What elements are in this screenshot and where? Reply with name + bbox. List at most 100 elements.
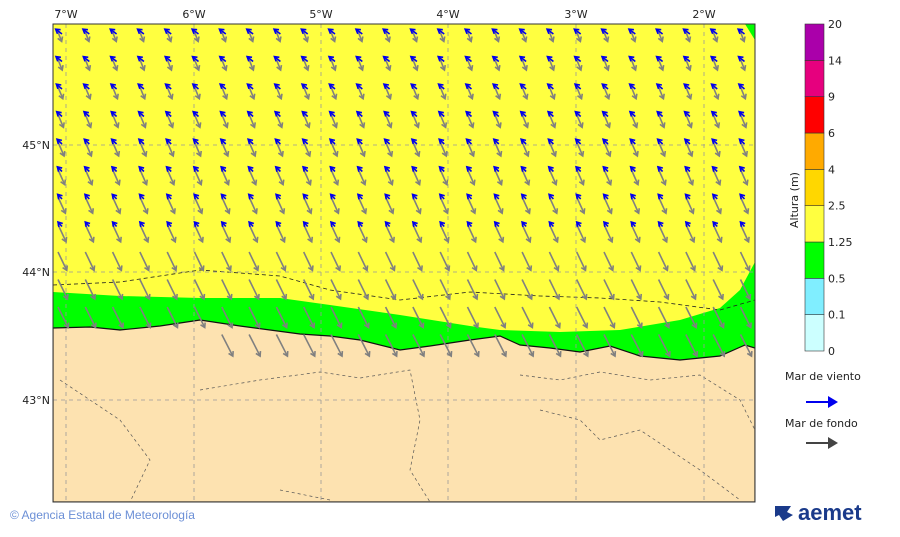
swell-arrow <box>466 279 479 301</box>
wind-arrow <box>219 138 227 145</box>
wind-arrow <box>411 165 418 173</box>
swell-arrow <box>139 86 147 101</box>
colorbar-title: Altura (m) <box>788 172 801 228</box>
colorbar-tick-label: 20 <box>828 18 842 31</box>
swell-arrow <box>111 279 124 301</box>
swell-arrow <box>84 86 92 101</box>
wind-arrow <box>219 110 227 118</box>
swell-arrow <box>439 196 449 215</box>
swell-arrow <box>275 31 282 43</box>
wind-arrow <box>83 138 90 145</box>
lat-tick-label: 44°N <box>22 266 50 279</box>
wind-arrow <box>739 193 746 200</box>
swell-arrow <box>685 59 692 72</box>
wind-arrow <box>382 83 391 90</box>
swell-arrow <box>630 334 644 358</box>
swell-arrow <box>248 334 262 358</box>
wind-arrow <box>411 193 418 200</box>
swell-arrow <box>57 279 69 301</box>
wind-arrow <box>574 165 582 173</box>
swell-arrow <box>221 141 230 158</box>
wind-arrow <box>247 193 254 200</box>
swell-arrow <box>630 306 643 329</box>
lon-tick-label: 4°W <box>436 8 459 21</box>
wind-arrow <box>245 28 254 35</box>
swell-arrow <box>357 279 370 301</box>
swell-arrow <box>466 169 476 187</box>
wind-arrow <box>275 193 282 200</box>
swell-arrow <box>193 169 203 187</box>
swell-arrow <box>357 86 365 101</box>
wind-arrow <box>165 138 172 145</box>
wind-arrow <box>246 138 254 145</box>
swell-arrow <box>657 251 669 272</box>
swell-arrow <box>657 31 664 43</box>
swell-arrow <box>357 196 368 215</box>
wind-arrow <box>710 83 718 90</box>
swell-arrow <box>111 306 125 329</box>
wind-arrow <box>138 165 145 173</box>
wind-arrow <box>163 28 172 35</box>
swell-arrow <box>412 169 422 187</box>
swell-arrow <box>111 59 119 72</box>
swell-arrow <box>466 334 480 358</box>
swell-arrow <box>330 279 342 301</box>
swell-arrow <box>57 31 64 43</box>
wind-arrow <box>493 193 500 200</box>
legend-swell-label: Mar de fondo <box>785 417 858 430</box>
swell-arrow <box>221 114 229 129</box>
wind-arrow <box>574 138 582 145</box>
swell-arrow <box>384 251 396 272</box>
swell-arrow <box>57 59 64 72</box>
wind-arrow <box>602 165 609 173</box>
swell-arrow <box>521 141 530 158</box>
swell-arrow <box>603 114 611 129</box>
wind-arrow <box>138 220 145 228</box>
wind-arrow <box>682 28 691 35</box>
wind-arrow <box>601 110 609 118</box>
swell-arrow <box>384 86 392 101</box>
wind-arrow <box>384 220 391 228</box>
swell-arrow <box>275 141 284 158</box>
swell-arrow <box>330 224 341 244</box>
wind-arrow <box>192 138 200 145</box>
wind-arrow <box>274 165 281 173</box>
swell-arrow <box>84 141 93 158</box>
swell-arrow <box>494 169 503 187</box>
swell-arrow <box>193 279 206 301</box>
swell-arrow <box>275 86 283 101</box>
swell-arrow <box>575 169 585 187</box>
wind-arrow <box>684 220 691 228</box>
swell-arrow <box>657 279 670 301</box>
swell-arrow <box>330 86 338 101</box>
swell-arrow <box>357 224 368 244</box>
swell-arrow <box>603 59 610 72</box>
swell-arrow <box>166 279 178 301</box>
swell-arrow <box>57 196 67 215</box>
wind-arrow <box>410 110 418 118</box>
swell-arrow <box>84 306 97 329</box>
swell-arrow <box>466 251 478 272</box>
swell-arrow <box>302 334 316 358</box>
swell-arrow <box>357 31 364 43</box>
swell-arrow <box>521 59 528 72</box>
wind-arrow <box>84 220 91 228</box>
wind-arrow <box>492 110 500 118</box>
swell-arrow <box>494 114 502 129</box>
swell-arrow <box>521 224 532 244</box>
swell-arrow <box>384 31 391 43</box>
wind-arrow <box>601 83 609 90</box>
swell-arrow <box>193 306 206 329</box>
swell-arrow <box>302 114 311 129</box>
swell-arrow <box>384 196 395 215</box>
wind-arrow <box>328 138 336 145</box>
lat-tick-label: 43°N <box>22 394 50 407</box>
swell-arrow <box>685 114 693 129</box>
swell-arrow <box>248 59 255 72</box>
lon-tick-label: 2°W <box>692 8 715 21</box>
swell-arrow <box>603 196 613 215</box>
wind-arrow <box>300 83 309 90</box>
wind-arrow <box>657 220 664 228</box>
swell-arrow <box>221 31 228 43</box>
wind-arrow <box>437 110 445 118</box>
